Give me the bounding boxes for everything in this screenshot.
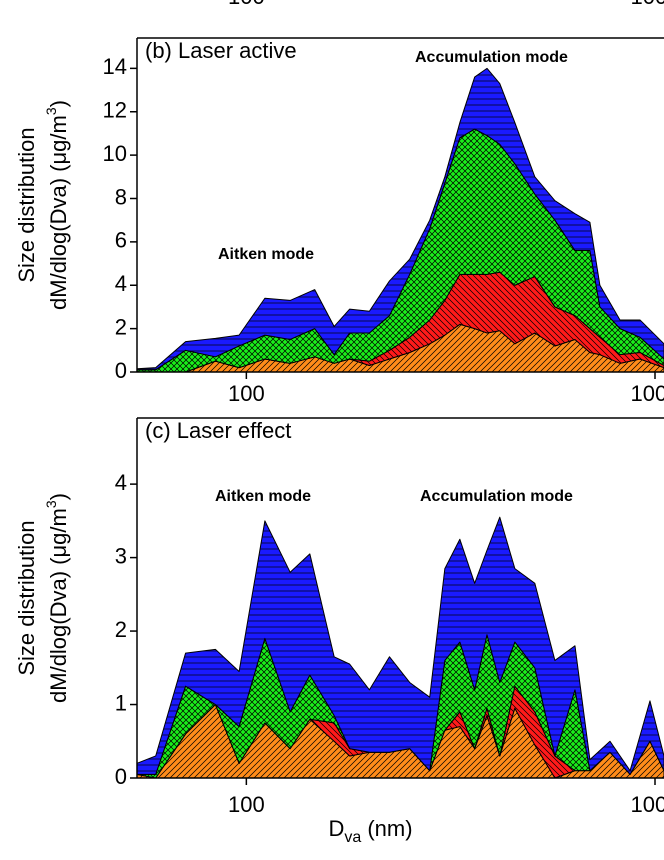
- x-axis-label-part: D: [328, 816, 344, 841]
- area: [136, 67, 664, 371]
- y-axis-label-part: dM/dlog(Dva) (μg/m: [46, 115, 71, 310]
- x-tick-label: 100: [228, 381, 265, 406]
- x-axis-label: Dva (nm): [328, 816, 412, 846]
- panel-label: (b) Laser active: [145, 38, 297, 63]
- y-tick-label: 10: [103, 141, 127, 166]
- x-tick-label: 1000: [631, 381, 664, 406]
- x-tick-label: 1000: [631, 0, 664, 9]
- annotation: Accumulation mode: [420, 488, 573, 505]
- y-tick-label: 2: [115, 617, 127, 642]
- panel: 0 2 4 6 8 10 12 14 100 1000 (b) Laser active Accumu…: [14, 37, 664, 406]
- y-tick-label: 4: [115, 470, 127, 495]
- y-tick-label: 0: [115, 764, 127, 789]
- x-axis-label-part: (nm): [361, 816, 412, 841]
- x-axis-label-sub: va: [344, 829, 361, 846]
- y-tick-label: 1: [115, 690, 127, 715]
- y-axis-label: dM/dlog(Dva) (μg/m3): [43, 493, 71, 703]
- y-axis-label-sup: 3: [43, 107, 59, 115]
- annotation: Aitken mode: [215, 488, 311, 505]
- y-axis-label: Size distribution: [14, 520, 39, 675]
- y-tick-label: 6: [115, 228, 127, 253]
- y-tick-label: 0: [115, 358, 127, 383]
- y-axis-label-sup: 3: [43, 500, 59, 508]
- area: [136, 516, 664, 775]
- y-tick-label: 14: [103, 54, 127, 79]
- annotation: Accumulation mode: [415, 49, 568, 66]
- y-tick-label: 8: [115, 184, 127, 209]
- y-axis-label-part: ): [46, 493, 71, 500]
- y-tick-label: 2: [115, 314, 127, 339]
- y-tick-label: 3: [115, 543, 127, 568]
- x-tick-label: 100: [228, 0, 265, 9]
- y-axis-label: Size distribution: [14, 127, 39, 282]
- y-axis-label: dM/dlog(Dva) (μg/m3): [43, 100, 71, 310]
- x-tick-label: 1000: [631, 792, 664, 817]
- y-axis-label-part: dM/dlog(Dva) (μg/m: [46, 508, 71, 703]
- panel: 0 1 2 3 4 100 1000 (c) Laser effect Aitken mode A…: [14, 417, 664, 846]
- annotation: Aitken mode: [218, 246, 314, 263]
- y-axis-label-part: ): [46, 100, 71, 107]
- x-tick-label: 100: [228, 792, 265, 817]
- y-tick-label: 4: [115, 271, 127, 296]
- panel-label: (c) Laser effect: [145, 418, 291, 443]
- y-tick-label: 12: [103, 98, 127, 123]
